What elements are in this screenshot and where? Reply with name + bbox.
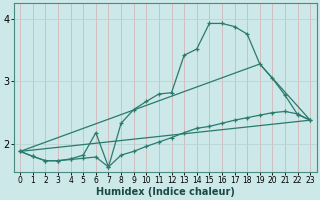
X-axis label: Humidex (Indice chaleur): Humidex (Indice chaleur)	[96, 187, 235, 197]
